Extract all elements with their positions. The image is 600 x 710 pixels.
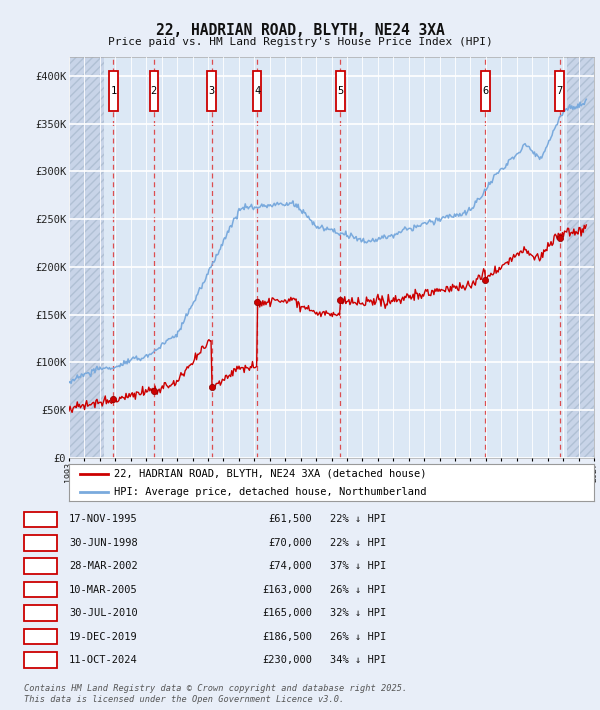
Text: 7: 7: [37, 655, 44, 665]
Text: 4: 4: [254, 86, 260, 96]
FancyBboxPatch shape: [336, 71, 344, 111]
Text: £70,000: £70,000: [268, 537, 312, 548]
Text: 34% ↓ HPI: 34% ↓ HPI: [330, 655, 386, 665]
Text: Price paid vs. HM Land Registry's House Price Index (HPI): Price paid vs. HM Land Registry's House …: [107, 37, 493, 47]
Text: 6: 6: [37, 631, 44, 642]
Text: £163,000: £163,000: [262, 584, 312, 595]
FancyBboxPatch shape: [149, 71, 158, 111]
Text: 32% ↓ HPI: 32% ↓ HPI: [330, 608, 386, 618]
FancyBboxPatch shape: [481, 71, 490, 111]
Text: 5: 5: [37, 608, 44, 618]
Text: 30-JUN-1998: 30-JUN-1998: [69, 537, 138, 548]
Text: 19-DEC-2019: 19-DEC-2019: [69, 631, 138, 642]
Text: £230,000: £230,000: [262, 655, 312, 665]
Text: £186,500: £186,500: [262, 631, 312, 642]
Text: 3: 3: [209, 86, 215, 96]
FancyBboxPatch shape: [109, 71, 118, 111]
Text: 2: 2: [151, 86, 157, 96]
Text: HPI: Average price, detached house, Northumberland: HPI: Average price, detached house, Nort…: [113, 488, 426, 498]
Text: 28-MAR-2002: 28-MAR-2002: [69, 561, 138, 572]
Text: 26% ↓ HPI: 26% ↓ HPI: [330, 584, 386, 595]
FancyBboxPatch shape: [556, 71, 564, 111]
Text: 11-OCT-2024: 11-OCT-2024: [69, 655, 138, 665]
FancyBboxPatch shape: [253, 71, 262, 111]
Text: 22% ↓ HPI: 22% ↓ HPI: [330, 537, 386, 548]
Text: 7: 7: [557, 86, 563, 96]
Text: 22, HADRIAN ROAD, BLYTH, NE24 3XA: 22, HADRIAN ROAD, BLYTH, NE24 3XA: [155, 23, 445, 38]
Text: 5: 5: [337, 86, 344, 96]
Text: 22% ↓ HPI: 22% ↓ HPI: [330, 514, 386, 525]
Text: 17-NOV-1995: 17-NOV-1995: [69, 514, 138, 525]
Text: 30-JUL-2010: 30-JUL-2010: [69, 608, 138, 618]
Text: £165,000: £165,000: [262, 608, 312, 618]
Text: 6: 6: [482, 86, 488, 96]
Text: 26% ↓ HPI: 26% ↓ HPI: [330, 631, 386, 642]
Text: £74,000: £74,000: [268, 561, 312, 572]
Text: 3: 3: [37, 561, 44, 572]
Text: 4: 4: [37, 584, 44, 595]
Text: 2: 2: [37, 537, 44, 548]
FancyBboxPatch shape: [208, 71, 216, 111]
Text: 37% ↓ HPI: 37% ↓ HPI: [330, 561, 386, 572]
Text: 1: 1: [37, 514, 44, 525]
Text: 22, HADRIAN ROAD, BLYTH, NE24 3XA (detached house): 22, HADRIAN ROAD, BLYTH, NE24 3XA (detac…: [113, 469, 426, 479]
Text: Contains HM Land Registry data © Crown copyright and database right 2025.
This d: Contains HM Land Registry data © Crown c…: [24, 684, 407, 704]
Text: £61,500: £61,500: [268, 514, 312, 525]
Text: 1: 1: [110, 86, 116, 96]
Text: 10-MAR-2005: 10-MAR-2005: [69, 584, 138, 595]
